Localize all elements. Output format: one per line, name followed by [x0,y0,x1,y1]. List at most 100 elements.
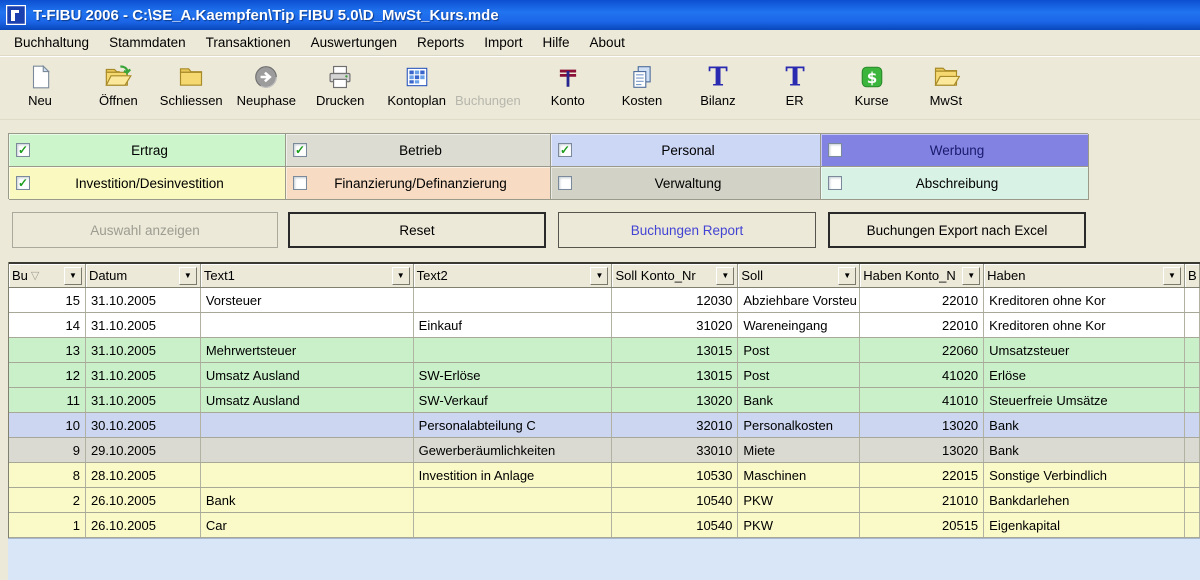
table-row-booking-10[interactable]: 10 30.10.2005 Personalabteilung C 32010 Pers… [9,413,1200,438]
cell-nr[interactable]: 13 [9,338,86,362]
cell-soll_nr[interactable]: 12030 [612,288,739,312]
filter-cell-verwaltung[interactable]: Verwaltung [551,167,821,200]
cell-haben_nr[interactable]: 13020 [860,413,985,437]
cell-text2[interactable] [414,488,613,512]
cell-soll[interactable]: Maschinen [738,463,861,487]
cell-soll_nr[interactable]: 33010 [612,438,739,462]
cell-extra[interactable] [1185,363,1200,387]
cell-haben[interactable]: Bankdarlehen [984,488,1185,512]
table-row-booking-1[interactable]: 1 26.10.2005 Car 10540 PKW 20515 Eigenkapital [9,513,1200,538]
cell-text1[interactable]: Umsatz Ausland [201,363,414,387]
cell-datum[interactable]: 30.10.2005 [86,413,201,437]
cell-haben_nr[interactable]: 21010 [860,488,985,512]
table-row-booking-13[interactable]: 13 31.10.2005 Mehrwertsteuer 13015 Post 22060… [9,338,1200,363]
table-row-booking-9[interactable]: 9 29.10.2005 Gewerberäumlichkeiten 33010 Mie… [9,438,1200,463]
cell-datum[interactable]: 31.10.2005 [86,313,201,337]
checkbox-checked-icon[interactable]: ✓ [16,143,30,157]
checkbox-unchecked-icon[interactable] [558,176,572,190]
cell-nr[interactable]: 10 [9,413,86,437]
toolbar-kontoplan-button[interactable]: Kontoplan [383,62,450,108]
cell-text1[interactable]: Umsatz Ausland [201,388,414,412]
cell-haben_nr[interactable]: 22010 [860,288,985,312]
cell-haben[interactable]: Bank [984,438,1185,462]
menu-about[interactable]: About [589,35,625,50]
column-header-text2[interactable]: Text2 ▼ [414,264,613,287]
column-header-bu[interactable]: Bu ▽ ▼ [9,264,86,287]
toolbar-ffnen-button[interactable]: Öffnen [95,62,142,108]
cell-soll[interactable]: Wareneingang [738,313,861,337]
table-row-booking-12[interactable]: 12 31.10.2005 Umsatz Ausland SW-Erlöse 13015… [9,363,1200,388]
cell-text1[interactable]: Car [201,513,414,537]
column-header-haben-konto-n[interactable]: Haben Konto_N ▼ [860,264,985,287]
cell-text1[interactable]: Mehrwertsteuer [201,338,414,362]
cell-soll_nr[interactable]: 13015 [612,338,739,362]
cell-haben_nr[interactable]: 20515 [860,513,985,537]
cell-extra[interactable] [1185,288,1200,312]
cell-extra[interactable] [1185,313,1200,337]
table-row-booking-14[interactable]: 14 31.10.2005 Einkauf 31020 Wareneingang 2201… [9,313,1200,338]
cell-nr[interactable]: 1 [9,513,86,537]
cell-extra[interactable] [1185,463,1200,487]
cell-text1[interactable]: Vorsteuer [201,288,414,312]
checkbox-checked-icon[interactable]: ✓ [293,143,307,157]
toolbar-mwst-button[interactable]: MwSt [926,62,967,108]
cell-text1[interactable] [201,413,414,437]
column-filter-dropdown[interactable]: ▼ [178,266,197,285]
cell-nr[interactable]: 9 [9,438,86,462]
cell-soll[interactable]: Personalkosten [738,413,861,437]
cell-haben[interactable]: Kreditoren ohne Kor [984,313,1185,337]
menu-stammdaten[interactable]: Stammdaten [109,35,186,50]
column-filter-dropdown[interactable]: ▼ [63,266,82,285]
cell-nr[interactable]: 8 [9,463,86,487]
cell-datum[interactable]: 31.10.2005 [86,388,201,412]
cell-text2[interactable]: SW-Verkauf [414,388,613,412]
toolbar-bilanz-button[interactable]: T Bilanz [696,62,739,108]
filter-cell-personal[interactable]: ✓ Personal [551,134,821,167]
cell-haben[interactable]: Eigenkapital [984,513,1185,537]
cell-text1[interactable] [201,463,414,487]
cell-haben[interactable]: Kreditoren ohne Kor [984,288,1185,312]
filter-cell-werbung[interactable]: Werbung [821,134,1089,167]
cell-extra[interactable] [1185,438,1200,462]
menu-transaktionen[interactable]: Transaktionen [205,35,291,50]
toolbar-er-button[interactable]: T ER [776,62,814,108]
cell-soll_nr[interactable]: 13020 [612,388,739,412]
cell-extra[interactable] [1185,513,1200,537]
checkbox-unchecked-icon[interactable] [828,143,842,157]
cell-haben_nr[interactable]: 22015 [860,463,985,487]
cell-haben[interactable]: Umsatzsteuer [984,338,1185,362]
cell-haben[interactable]: Sonstige Verbindlich [984,463,1185,487]
cell-extra[interactable] [1185,413,1200,437]
cell-extra[interactable] [1185,338,1200,362]
column-header-soll-konto-nr[interactable]: Soll Konto_Nr ▼ [612,264,739,287]
toolbar-kosten-button[interactable]: Kosten [618,62,666,108]
column-header-b[interactable]: B [1185,264,1200,287]
column-filter-dropdown[interactable]: ▼ [391,266,410,285]
checkbox-checked-icon[interactable]: ✓ [558,143,572,157]
cell-datum[interactable]: 31.10.2005 [86,363,201,387]
bookings-report-button[interactable]: Buchungen Report [558,212,816,248]
cell-text2[interactable]: Gewerberäumlichkeiten [414,438,613,462]
toolbar-schliessen-button[interactable]: Schliessen [156,62,227,108]
cell-datum[interactable]: 26.10.2005 [86,488,201,512]
table-row-booking-2[interactable]: 2 26.10.2005 Bank 10540 PKW 21010 Bankdarlehen [9,488,1200,513]
column-header-datum[interactable]: Datum ▼ [86,264,201,287]
cell-datum[interactable]: 26.10.2005 [86,513,201,537]
cell-soll[interactable]: Abziehbare Vorsteu [738,288,861,312]
cell-haben_nr[interactable]: 41020 [860,363,985,387]
cell-soll_nr[interactable]: 10540 [612,513,739,537]
column-filter-dropdown[interactable]: ▼ [590,266,609,285]
cell-soll_nr[interactable]: 32010 [612,413,739,437]
table-row-booking-11[interactable]: 11 31.10.2005 Umsatz Ausland SW-Verkauf 1302… [9,388,1200,413]
cell-soll_nr[interactable]: 10530 [612,463,739,487]
menu-buchhaltung[interactable]: Buchhaltung [14,35,90,50]
cell-haben[interactable]: Bank [984,413,1185,437]
column-filter-dropdown[interactable]: ▼ [716,266,735,285]
cell-soll[interactable]: PKW [738,513,861,537]
cell-haben[interactable]: Erlöse [984,363,1185,387]
cell-datum[interactable]: 29.10.2005 [86,438,201,462]
cell-text1[interactable] [201,313,414,337]
cell-nr[interactable]: 11 [9,388,86,412]
cell-haben[interactable]: Steuerfreie Umsätze [984,388,1185,412]
bookings-export-excel-button[interactable]: Buchungen Export nach Excel [828,212,1086,248]
